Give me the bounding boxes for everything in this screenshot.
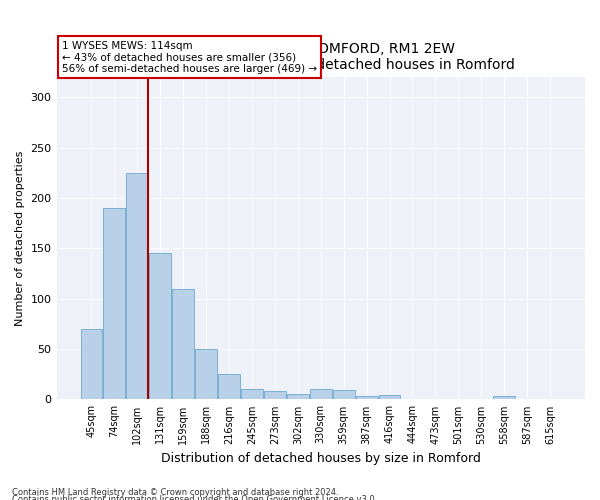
Text: Contains public sector information licensed under the Open Government Licence v3: Contains public sector information licen… xyxy=(12,496,377,500)
Bar xyxy=(310,390,332,400)
Text: Contains HM Land Registry data © Crown copyright and database right 2024.: Contains HM Land Registry data © Crown c… xyxy=(12,488,338,497)
Text: 1 WYSES MEWS: 114sqm
← 43% of detached houses are smaller (356)
56% of semi-deta: 1 WYSES MEWS: 114sqm ← 43% of detached h… xyxy=(62,40,317,74)
Bar xyxy=(287,394,309,400)
Title: 1, WYSES MEWS, ROMFORD, RM1 2EW
Size of property relative to detached houses in : 1, WYSES MEWS, ROMFORD, RM1 2EW Size of … xyxy=(127,42,515,72)
Bar xyxy=(379,396,400,400)
Bar xyxy=(127,173,148,400)
X-axis label: Distribution of detached houses by size in Romford: Distribution of detached houses by size … xyxy=(161,452,481,465)
Bar xyxy=(103,208,125,400)
Bar xyxy=(264,392,286,400)
Y-axis label: Number of detached properties: Number of detached properties xyxy=(15,150,25,326)
Bar xyxy=(172,288,194,400)
Bar xyxy=(149,254,171,400)
Bar xyxy=(333,390,355,400)
Bar xyxy=(356,396,377,400)
Bar xyxy=(218,374,240,400)
Bar xyxy=(241,390,263,400)
Bar xyxy=(80,329,103,400)
Bar xyxy=(195,349,217,400)
Bar xyxy=(493,396,515,400)
